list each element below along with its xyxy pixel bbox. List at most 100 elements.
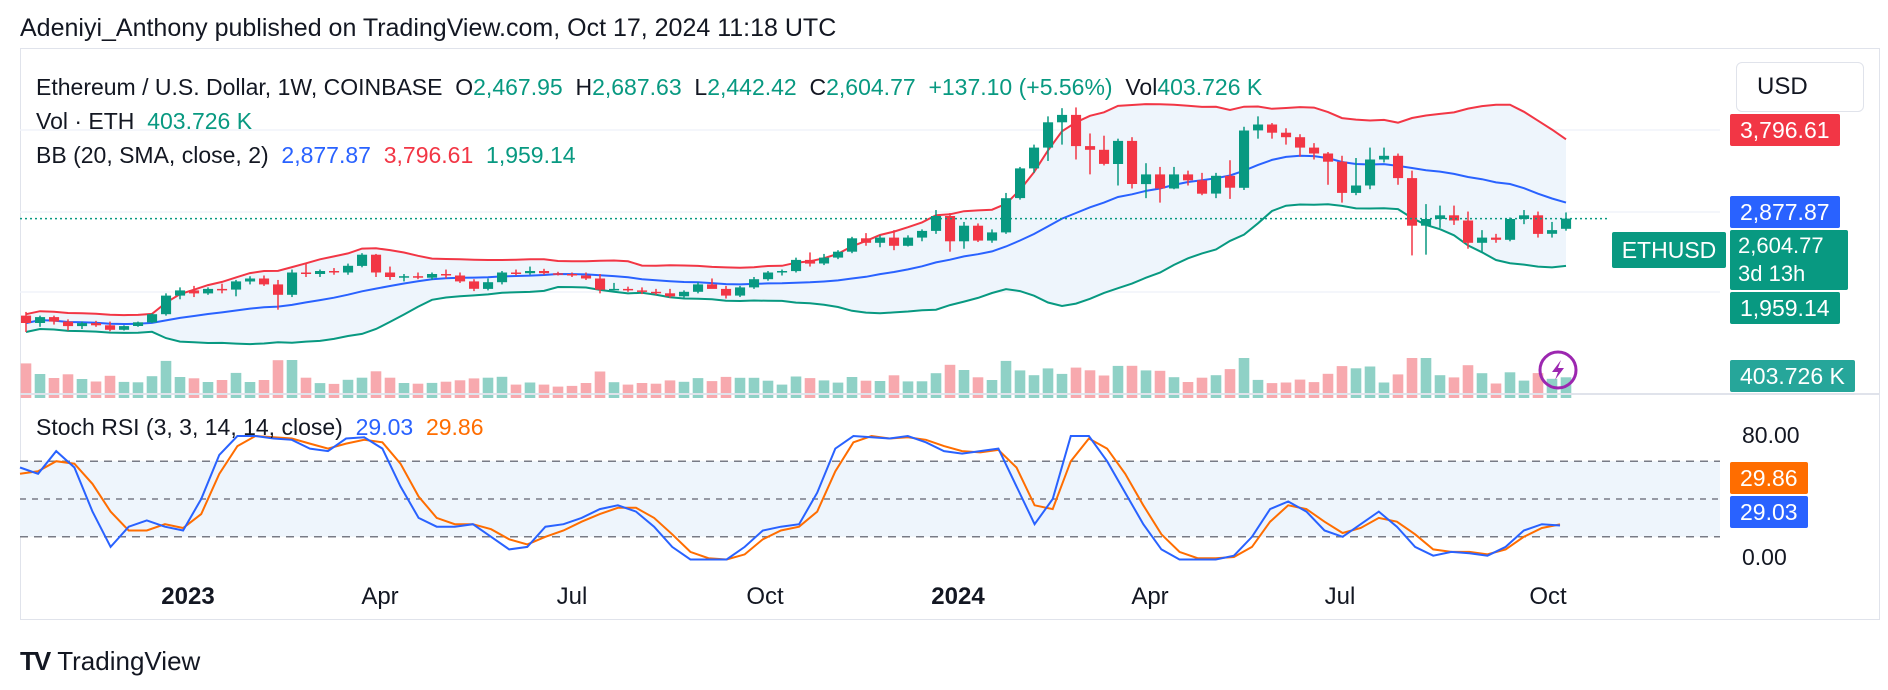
brand[interactable]: TV TradingView [20,646,200,677]
volume-bar [174,377,186,398]
volume-bar [300,377,312,398]
candle-body [931,216,942,231]
volume-bar [272,360,284,398]
volume-bar [328,383,340,398]
volume-bar [1462,365,1474,398]
x-tick-label: Apr [361,583,398,610]
stoch-rsi-label[interactable]: Stoch RSI (3, 3, 14, 14, close) [36,414,343,440]
candle-body [637,290,648,292]
candle-body [805,259,816,264]
volume-bar [888,375,900,398]
volume-bar [258,380,270,398]
currency-button[interactable]: USD [1736,62,1864,112]
candle-body [609,288,620,291]
candle-body [357,254,368,266]
volume-bar [1406,358,1418,398]
candle-body [1253,124,1264,131]
candle-body [63,321,74,327]
volume-tag: 403.726 K [1730,360,1855,392]
candle-body [1533,215,1544,234]
x-tick-label: Oct [746,583,784,610]
candle-body [1547,230,1558,234]
bollinger-label[interactable]: BB (20, SMA, close, 2) [36,142,269,168]
volume-bar [146,376,158,398]
x-tick-label: Oct [1529,583,1567,610]
volume-bar [846,377,858,398]
candle-body [749,279,760,288]
volume-indicator-value: 403.726 K [147,108,253,134]
flash-icon[interactable] [1538,350,1578,390]
candle-body [1337,161,1348,193]
candle-body [833,251,844,258]
candle-body [1071,114,1082,147]
candle-body [21,315,32,323]
candle-body [1309,147,1320,154]
volume-bar [1252,379,1264,398]
publisher-line: Adeniyi_Anthony published on TradingView… [20,14,837,42]
candle-body [147,314,158,323]
candle-body [301,272,312,274]
volume-bar [804,378,816,398]
volume-bar [1392,374,1404,398]
volume-bar [1308,382,1320,398]
candle-body [581,275,592,279]
candle-body [707,284,718,289]
candle-body [413,276,424,278]
candle-body [959,225,970,242]
volume-indicator-label[interactable]: Vol · ETH [36,108,135,134]
volume-bar [692,378,704,398]
volume-bar [1448,377,1460,398]
volume-bar [398,383,410,398]
stoch-d-line [19,434,1561,561]
candle-body [1015,168,1026,199]
candle-body [1449,215,1460,221]
volume-bar [1532,373,1544,398]
last-price-tag: 2,604.77 3d 13h [1730,230,1848,290]
volume-bar [762,380,774,398]
vol-label: Vol [1125,74,1158,100]
vol-value: 403.726 K [1157,74,1263,100]
candle-body [399,276,410,278]
legend-stoch-rsi: Stoch RSI (3, 3, 14, 14, close) 29.03 29… [36,414,484,441]
candle-body [287,272,298,295]
volume-bar [496,376,508,398]
volume-bar [454,380,466,398]
candle-body [441,274,452,276]
volume-bar [62,374,74,398]
volume-bar [972,377,984,398]
volume-bar [48,378,60,398]
candle-body [1561,218,1572,229]
candle-body [1435,215,1446,219]
volume-bar [860,380,872,398]
volume-bar [1420,358,1432,398]
candle-body [1519,215,1530,219]
candle-body [1491,237,1502,240]
bollinger-basis-line [25,154,1567,326]
close-value: 2,604.77 [826,74,916,100]
candle-body [133,322,144,326]
volume-bar [1126,365,1138,398]
bollinger-upper-value: 3,796.61 [383,142,474,168]
x-tick-label: Jul [1325,583,1356,610]
volume-bar [608,382,620,398]
candle-body [1141,174,1152,185]
volume-bar [1504,372,1516,398]
candle-body [1169,174,1180,189]
legend-bollinger: BB (20, SMA, close, 2) 2,877.87 3,796.61… [36,142,576,169]
volume-bar [1336,366,1348,398]
candle-body [1351,185,1362,193]
volume-bar [1196,377,1208,398]
candle-body [665,293,676,297]
candle-body [259,278,270,285]
change-value: +137.10 (+5.56%) [928,74,1113,100]
x-axis-ticks: 2023 Apr Jul Oct 2024 Apr Jul Oct [161,583,1567,610]
candle-body [875,237,886,243]
candle-body [175,290,186,296]
volume-bar [426,382,438,398]
volume-bar [482,377,494,398]
volume-bar [412,383,424,398]
symbol-name[interactable]: Ethereum / U.S. Dollar, 1W, COINBASE [36,74,443,100]
candle-body [1379,155,1390,160]
candle-body [385,272,396,277]
